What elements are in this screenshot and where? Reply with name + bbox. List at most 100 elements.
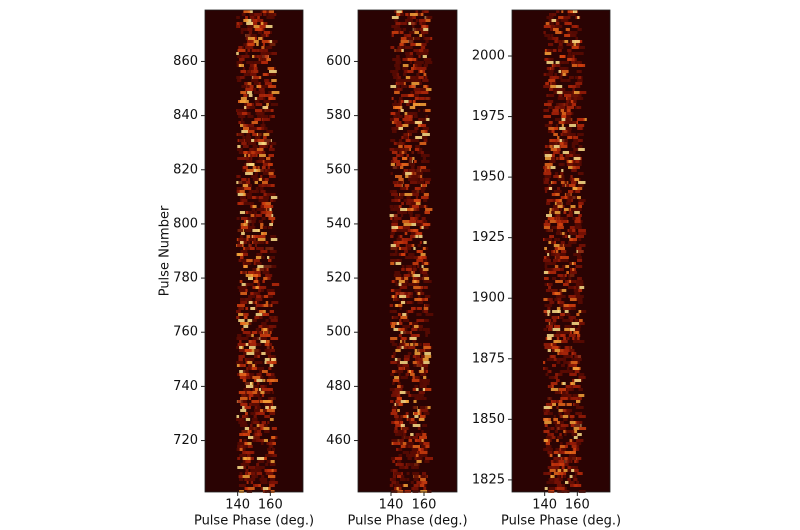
pulse-texture bbox=[265, 247, 274, 250]
pulse-texture bbox=[552, 253, 560, 256]
pulse-texture bbox=[248, 436, 255, 439]
pulse-texture bbox=[394, 10, 398, 13]
pulse-texture bbox=[261, 166, 266, 169]
pulse-texture bbox=[560, 334, 566, 337]
pulse-texture bbox=[409, 112, 418, 115]
pulse-texture bbox=[576, 397, 582, 400]
pulse-texture bbox=[242, 193, 246, 196]
pulse-texture bbox=[403, 169, 409, 172]
pulse-texture bbox=[253, 82, 260, 85]
pulse-texture bbox=[254, 100, 260, 103]
pulse-texture bbox=[399, 361, 408, 364]
pulse-texture bbox=[251, 121, 258, 124]
pulse-texture bbox=[572, 340, 581, 343]
pulse-texture bbox=[554, 325, 561, 328]
pulse-texture bbox=[562, 73, 566, 76]
pulse-texture bbox=[419, 433, 422, 436]
pulse-texture bbox=[550, 388, 559, 391]
pulse-texture bbox=[253, 190, 260, 193]
pulse-texture bbox=[271, 199, 276, 202]
pulse-texture bbox=[401, 163, 409, 166]
pulse-texture bbox=[415, 13, 421, 16]
pulse-texture bbox=[253, 292, 261, 295]
pulse-texture bbox=[269, 397, 276, 400]
y-tick-label: 520 bbox=[326, 271, 351, 286]
pulse-texture bbox=[395, 262, 402, 265]
pulse-texture bbox=[547, 106, 554, 109]
pulse-texture bbox=[563, 283, 569, 286]
pulse-texture bbox=[262, 427, 270, 430]
pulse-texture bbox=[559, 154, 564, 157]
pulse-texture bbox=[552, 364, 556, 367]
pulse-texture bbox=[268, 154, 274, 157]
pulse-texture bbox=[241, 178, 247, 181]
pulse-texture bbox=[254, 433, 263, 436]
pulse-texture bbox=[248, 277, 253, 280]
pulse-texture bbox=[563, 430, 567, 433]
pulse-texture bbox=[245, 37, 248, 40]
pulse-texture bbox=[242, 457, 248, 460]
pulse-texture bbox=[269, 439, 275, 442]
pulse-texture bbox=[400, 40, 409, 43]
pulse-texture bbox=[416, 397, 423, 400]
pulse-texture bbox=[419, 484, 425, 487]
pulse-texture bbox=[574, 355, 582, 358]
pulse-texture bbox=[569, 475, 573, 478]
pulse-texture bbox=[567, 325, 572, 328]
pulse-texture bbox=[572, 337, 575, 340]
pulse-texture bbox=[394, 19, 398, 22]
pulse-texture bbox=[396, 346, 402, 349]
pulse-texture bbox=[556, 10, 560, 13]
pulse-texture bbox=[561, 124, 564, 127]
pulse-texture bbox=[251, 79, 259, 82]
pulse-texture bbox=[568, 481, 575, 484]
pulse-texture bbox=[563, 331, 572, 334]
pulse-texture bbox=[423, 286, 428, 289]
pulse-texture bbox=[424, 259, 428, 262]
pulse-texture bbox=[547, 397, 553, 400]
pulse-texture bbox=[242, 184, 249, 187]
pulse-texture bbox=[565, 442, 574, 445]
pulse-texture bbox=[402, 58, 408, 61]
pulse-texture bbox=[569, 196, 577, 199]
pulse-texture bbox=[255, 307, 258, 310]
pulse-texture bbox=[561, 139, 569, 142]
pulse-texture bbox=[256, 382, 260, 385]
pulse-texture bbox=[254, 118, 262, 121]
pulse-texture bbox=[415, 136, 423, 139]
pulse-texture bbox=[253, 61, 261, 64]
pulse-texture bbox=[563, 418, 568, 421]
pulse-texture bbox=[404, 355, 410, 358]
pulse-texture bbox=[570, 430, 576, 433]
pulse-texture bbox=[544, 283, 549, 286]
pulse-texture bbox=[405, 412, 409, 415]
pulse-texture bbox=[401, 268, 405, 271]
pulse-texture bbox=[549, 322, 556, 325]
pulse-texture bbox=[240, 91, 247, 94]
pulse-texture bbox=[266, 442, 273, 445]
pulse-texture bbox=[559, 451, 565, 454]
pulse-texture bbox=[567, 97, 572, 100]
pulse-texture bbox=[424, 379, 430, 382]
pulse-texture bbox=[550, 460, 555, 463]
pulse-texture bbox=[425, 349, 431, 352]
pulse-texture bbox=[544, 304, 553, 307]
pulse-texture bbox=[558, 49, 562, 52]
pulse-texture bbox=[553, 259, 561, 262]
pulse-texture bbox=[238, 46, 243, 49]
pulse-texture bbox=[568, 457, 577, 460]
pulse-texture bbox=[405, 223, 412, 226]
pulse-texture bbox=[578, 172, 584, 175]
pulse-texture bbox=[247, 142, 253, 145]
pulse-texture bbox=[408, 58, 417, 61]
pulse-texture bbox=[270, 94, 274, 97]
pulse-texture bbox=[416, 313, 422, 316]
pulse-texture bbox=[263, 31, 270, 34]
pulse-texture bbox=[548, 271, 557, 274]
pulse-texture bbox=[266, 358, 274, 361]
pulse-texture bbox=[401, 253, 406, 256]
pulse-texture bbox=[543, 298, 549, 301]
pulse-texture bbox=[548, 241, 555, 244]
pulse-texture bbox=[558, 97, 563, 100]
